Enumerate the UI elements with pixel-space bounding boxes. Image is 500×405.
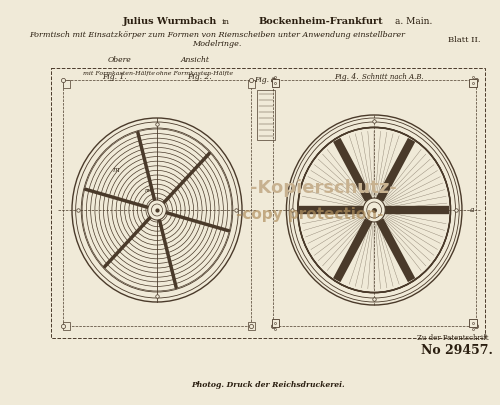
Bar	[257, 90, 276, 140]
Text: in: in	[222, 18, 230, 26]
Bar	[272, 80, 476, 326]
Text: -copy protection-: -copy protection-	[236, 207, 383, 222]
Text: mit Formkasten-Hälfte: mit Formkasten-Hälfte	[83, 71, 155, 76]
Text: -Kopierschutz-: -Kopierschutz-	[250, 179, 396, 197]
Text: Formtisch mit Einsatzkörper zum Formen von Riemscheiben unter Anwendung einstell: Formtisch mit Einsatzkörper zum Formen v…	[29, 31, 405, 39]
Text: Bockenheim-Frankfurt: Bockenheim-Frankfurt	[258, 17, 384, 26]
Bar	[63, 322, 70, 330]
Text: ohne Formkasten-Hälfte: ohne Formkasten-Hälfte	[156, 71, 234, 76]
Text: Fig. 1.: Fig. 1.	[102, 73, 127, 81]
Text: Fig. 4.: Fig. 4.	[334, 73, 359, 81]
Text: nn: nn	[144, 188, 152, 192]
Circle shape	[72, 118, 242, 302]
Text: a: a	[470, 206, 474, 214]
Text: -Kopierschutz-: -Kopierschutz-	[250, 179, 396, 197]
Circle shape	[148, 200, 167, 220]
Bar	[63, 80, 252, 326]
Circle shape	[286, 115, 462, 305]
Bar	[50, 68, 485, 338]
Text: a. Main.: a. Main.	[394, 17, 432, 26]
Text: Modelringe.: Modelringe.	[192, 40, 242, 48]
Circle shape	[363, 198, 386, 222]
Text: Blatt II.: Blatt II.	[448, 36, 480, 44]
Text: Zu der Patentschrift: Zu der Patentschrift	[417, 334, 488, 342]
Text: Schnitt nach A.B.: Schnitt nach A.B.	[362, 73, 424, 81]
Text: Ansicht: Ansicht	[180, 56, 210, 64]
Bar	[248, 80, 255, 88]
Text: Fig. 2.: Fig. 2.	[187, 73, 212, 81]
Text: m: m	[112, 166, 118, 174]
Bar	[470, 79, 477, 87]
Text: No 29457.: No 29457.	[422, 343, 494, 356]
Bar	[470, 319, 477, 327]
Text: Julius Wurmbach: Julius Wurmbach	[122, 17, 217, 26]
Text: Obere: Obere	[107, 56, 131, 64]
Bar	[272, 79, 279, 87]
Bar	[63, 80, 70, 88]
Bar	[248, 322, 255, 330]
Text: Photog. Druck der Reichsdruckerei.: Photog. Druck der Reichsdruckerei.	[191, 381, 344, 389]
Text: Fig. 3.: Fig. 3.	[254, 76, 278, 84]
Bar	[272, 319, 279, 327]
